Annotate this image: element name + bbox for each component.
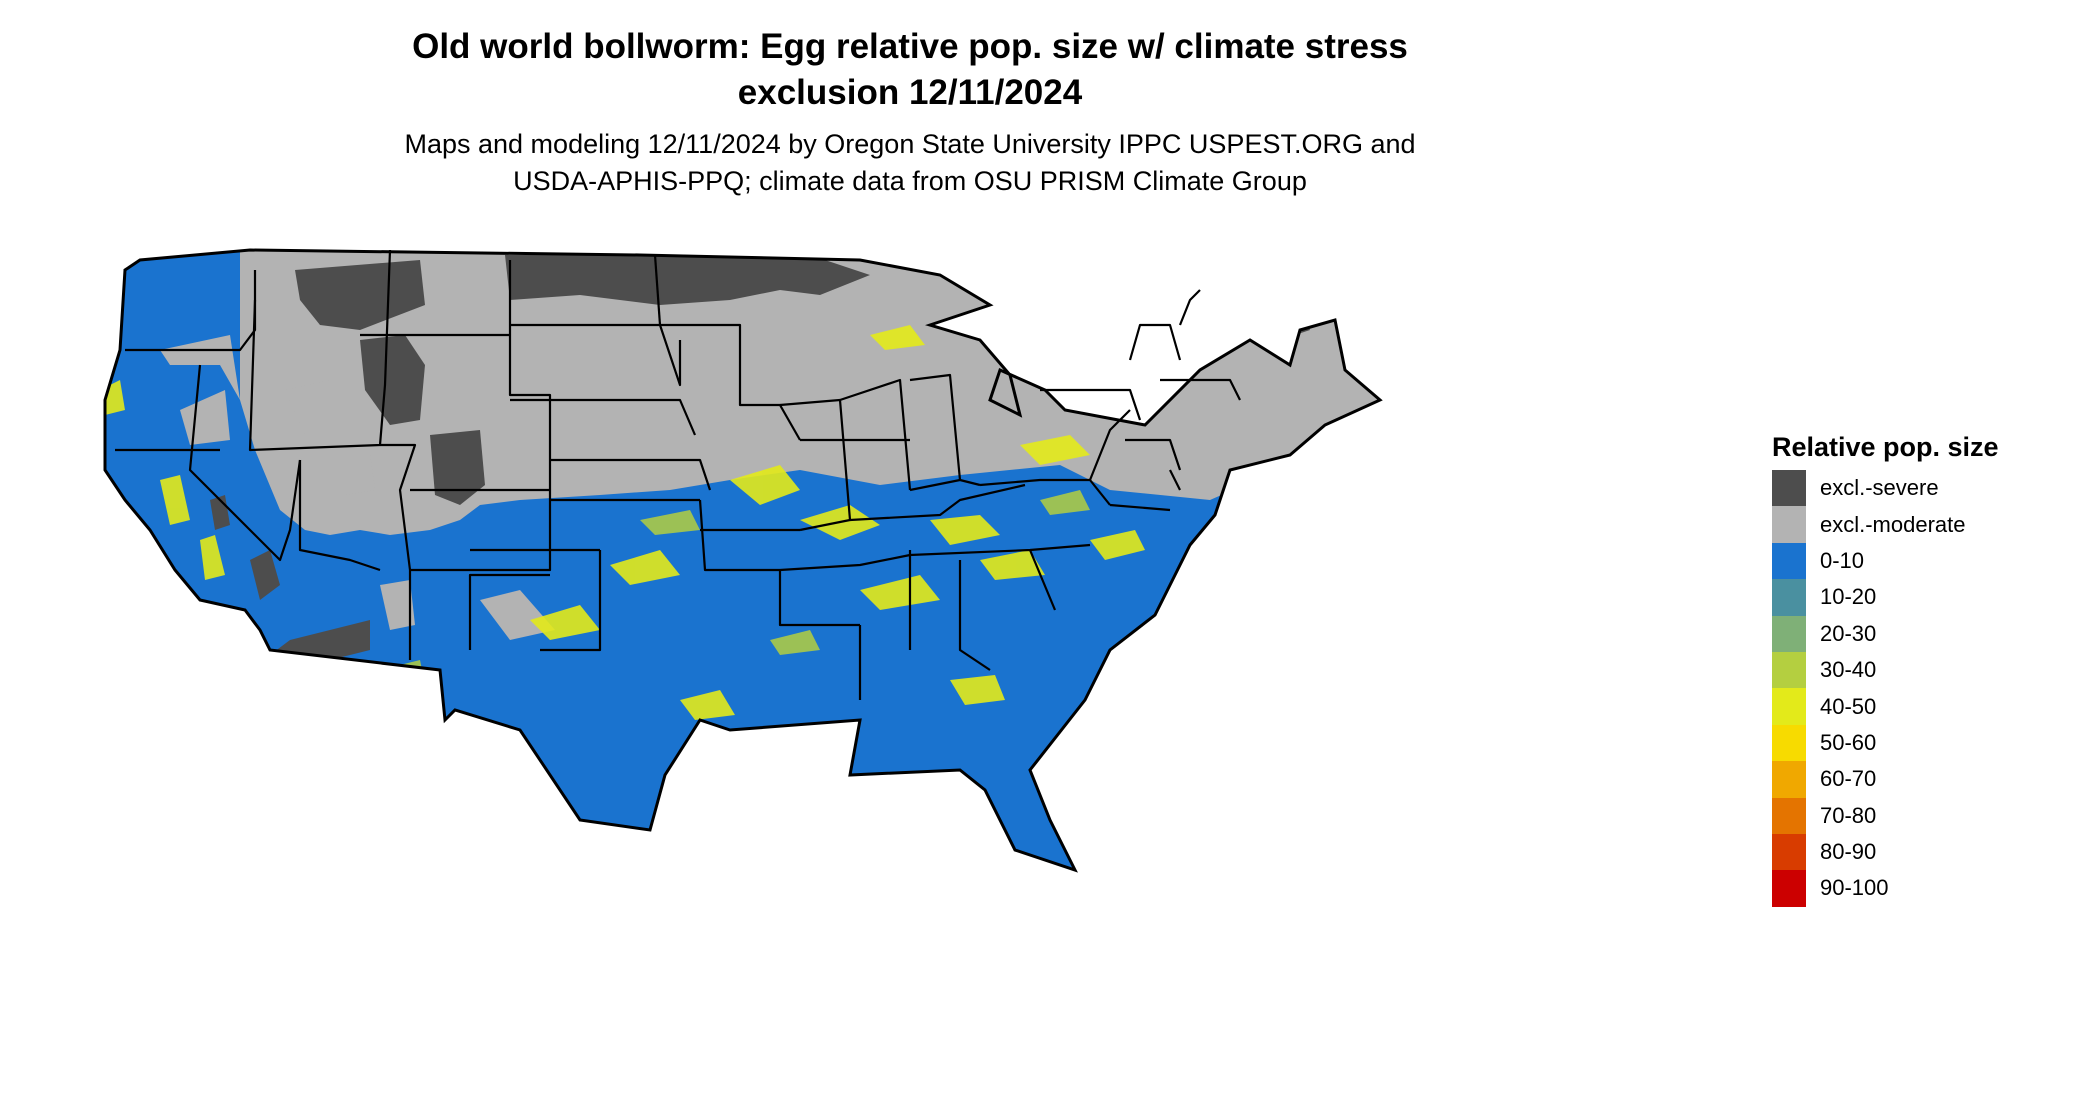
legend-swatch bbox=[1772, 651, 1806, 689]
legend-label: excl.-moderate bbox=[1820, 511, 1966, 537]
legend-item: excl.-severe bbox=[1772, 470, 1999, 507]
legend-item: 50-60 bbox=[1772, 724, 1999, 762]
legend-item: 10-20 bbox=[1772, 579, 1999, 616]
legend-label: 60-70 bbox=[1820, 766, 1877, 792]
legend-label: 70-80 bbox=[1820, 802, 1877, 828]
legend-label: 80-90 bbox=[1820, 839, 1877, 865]
legend-item: 20-30 bbox=[1772, 615, 1999, 652]
map-region-excl-severe bbox=[210, 255, 1310, 660]
map-subtitle-line2: USDA-APHIS-PPQ; climate data from OSU PR… bbox=[513, 166, 1307, 196]
legend-item: excl.-moderate bbox=[1772, 506, 1999, 543]
map-title-line2: exclusion 12/11/2024 bbox=[737, 73, 1083, 112]
legend-swatch bbox=[1772, 579, 1806, 616]
legend-swatch bbox=[1772, 870, 1806, 907]
legend: Relative pop. size excl.-severe excl.-mod… bbox=[1772, 430, 1999, 907]
legend-swatch bbox=[1772, 797, 1806, 834]
legend-item: 30-40 bbox=[1772, 651, 1999, 689]
legend-item: 0-10 bbox=[1772, 542, 1999, 580]
map-region-mid-range bbox=[105, 325, 1145, 720]
state-boundaries bbox=[115, 249, 1241, 700]
us-map bbox=[103, 248, 1382, 872]
legend-label: 10-20 bbox=[1820, 584, 1877, 610]
map-subtitle-line1: Maps and modeling 12/11/2024 by Oregon S… bbox=[404, 129, 1416, 159]
legend-title: Relative pop. size bbox=[1772, 432, 1999, 462]
legend-swatch bbox=[1772, 615, 1806, 652]
legend-label: 40-50 bbox=[1820, 693, 1877, 719]
legend-swatch bbox=[1772, 506, 1806, 543]
legend-item: 40-50 bbox=[1772, 688, 1999, 725]
map-title: Old world bollworm: Egg relative pop. si… bbox=[300, 24, 1520, 116]
legend-swatch bbox=[1772, 833, 1806, 871]
legend-swatch bbox=[1772, 724, 1806, 762]
legend-label: 30-40 bbox=[1820, 657, 1877, 683]
legend-label: 0-10 bbox=[1820, 547, 1865, 573]
map-title-line1: Old world bollworm: Egg relative pop. si… bbox=[412, 27, 1408, 66]
legend-item: 80-90 bbox=[1772, 833, 1999, 871]
legend-label: 90-100 bbox=[1820, 875, 1889, 901]
legend-swatch bbox=[1772, 761, 1806, 798]
legend-items: excl.-severe excl.-moderate 0-10 10-20 20-30… bbox=[1772, 470, 1999, 907]
legend-label: 50-60 bbox=[1820, 729, 1877, 755]
legend-swatch bbox=[1772, 470, 1806, 507]
legend-label: excl.-severe bbox=[1820, 475, 1939, 501]
legend-item: 90-100 bbox=[1772, 870, 1999, 907]
legend-swatch bbox=[1772, 688, 1806, 725]
map-subtitle: Maps and modeling 12/11/2024 by Oregon S… bbox=[300, 126, 1520, 200]
legend-item: 60-70 bbox=[1772, 761, 1999, 798]
legend-swatch bbox=[1772, 542, 1806, 580]
legend-item: 70-80 bbox=[1772, 797, 1999, 834]
legend-label: 20-30 bbox=[1820, 620, 1877, 646]
